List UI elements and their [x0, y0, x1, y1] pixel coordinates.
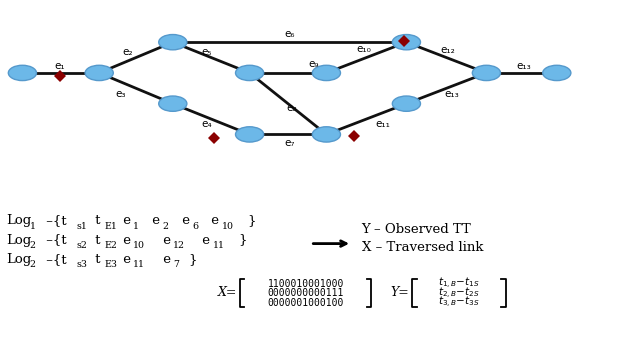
Text: s1: s1	[77, 222, 88, 231]
Text: Y=: Y=	[391, 286, 410, 299]
Text: X=: X=	[218, 286, 237, 299]
Circle shape	[159, 96, 187, 111]
Text: 1: 1	[133, 222, 139, 231]
Text: 10: 10	[221, 222, 234, 231]
Text: –{t: –{t	[42, 253, 67, 266]
Text: e: e	[119, 234, 131, 247]
Text: E2: E2	[105, 241, 118, 250]
Text: e: e	[207, 214, 220, 228]
Circle shape	[472, 65, 500, 81]
Text: e: e	[198, 234, 211, 247]
Text: $t_{3,B}{-}t_{3S}$: $t_{3,B}{-}t_{3S}$	[438, 295, 479, 310]
Circle shape	[543, 65, 571, 81]
Text: e₆: e₆	[284, 29, 294, 39]
Circle shape	[312, 65, 340, 81]
Text: 7: 7	[173, 260, 179, 269]
Text: s3: s3	[77, 260, 88, 269]
Text: 11: 11	[133, 260, 145, 269]
Text: 0000000000111: 0000000000111	[268, 288, 344, 298]
Text: e: e	[178, 214, 190, 228]
Text: X – Traversed link: X – Traversed link	[362, 240, 483, 254]
Text: }: }	[247, 214, 255, 228]
Text: t: t	[91, 214, 100, 228]
Circle shape	[312, 127, 340, 142]
Text: e₈: e₈	[286, 103, 296, 113]
Text: e₃: e₃	[115, 89, 125, 99]
Text: Log: Log	[6, 214, 31, 228]
Text: 2: 2	[163, 222, 168, 231]
Text: e₁₃: e₁₃	[444, 89, 460, 99]
Circle shape	[392, 96, 420, 111]
Circle shape	[236, 65, 264, 81]
Text: 10: 10	[133, 241, 145, 250]
Circle shape	[392, 34, 420, 50]
Text: e: e	[119, 253, 131, 266]
Text: –{t: –{t	[42, 214, 67, 228]
Text: E1: E1	[105, 222, 118, 231]
Text: }: }	[188, 253, 196, 266]
Text: 1: 1	[29, 222, 35, 231]
Text: Log: Log	[6, 253, 31, 266]
Text: 11: 11	[212, 241, 225, 250]
Text: Log: Log	[6, 234, 31, 247]
Text: e: e	[119, 214, 131, 228]
Text: e₅: e₅	[202, 47, 212, 57]
Text: }: }	[238, 234, 246, 247]
Text: e₉: e₉	[308, 59, 319, 69]
Text: $t_{2,B}{-}t_{2S}$: $t_{2,B}{-}t_{2S}$	[438, 285, 479, 301]
Text: Y – Observed TT: Y – Observed TT	[362, 223, 471, 236]
Text: e₁: e₁	[54, 61, 65, 71]
Text: e₁₃: e₁₃	[516, 61, 531, 71]
Text: 12: 12	[173, 241, 185, 250]
Text: e: e	[148, 214, 161, 228]
Text: e₁₀: e₁₀	[356, 44, 371, 54]
Text: E3: E3	[105, 260, 118, 269]
Text: t: t	[91, 253, 100, 266]
Text: e₁₁: e₁₁	[375, 119, 390, 129]
Text: 2: 2	[29, 241, 35, 250]
Text: e₄: e₄	[202, 119, 212, 128]
Text: e₂: e₂	[123, 47, 133, 57]
Text: 2: 2	[29, 260, 35, 269]
Text: e: e	[159, 234, 171, 247]
Text: t: t	[91, 234, 100, 247]
Text: –{t: –{t	[42, 234, 67, 247]
Text: e: e	[159, 253, 171, 266]
Circle shape	[159, 34, 187, 50]
Circle shape	[8, 65, 36, 81]
Text: $t_{1,B}{-}t_{1S}$: $t_{1,B}{-}t_{1S}$	[438, 276, 479, 291]
Circle shape	[236, 127, 264, 142]
Text: 0000001000100: 0000001000100	[268, 298, 344, 308]
Text: s2: s2	[77, 241, 88, 250]
Text: 1100010001000: 1100010001000	[268, 279, 344, 288]
Text: e₁₂: e₁₂	[440, 45, 456, 55]
Text: 6: 6	[192, 222, 198, 231]
Circle shape	[85, 65, 113, 81]
Text: e₇: e₇	[284, 139, 294, 148]
